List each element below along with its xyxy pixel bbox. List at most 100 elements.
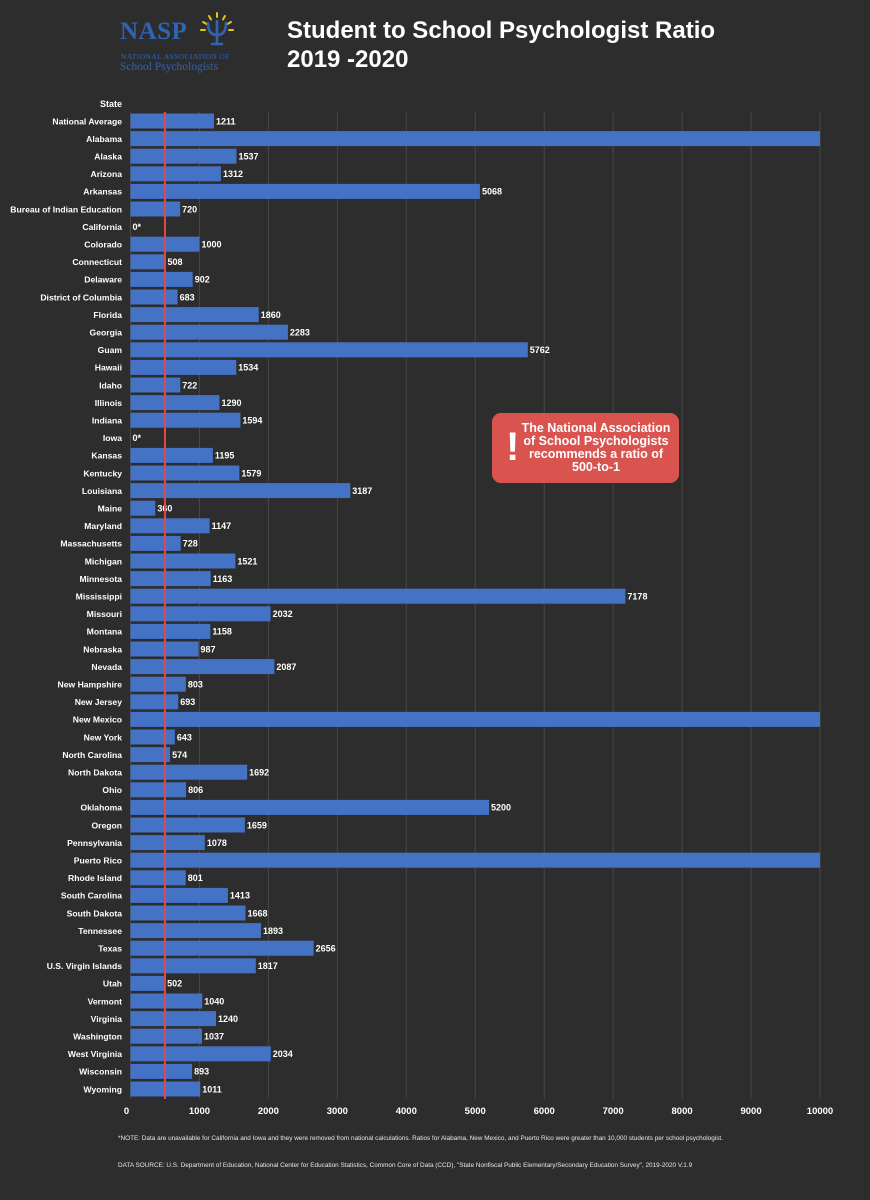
data-label: 2283 <box>290 328 310 338</box>
category-label: Illinois <box>95 398 122 408</box>
bar <box>130 412 241 428</box>
bar <box>130 447 213 463</box>
bar <box>130 342 528 358</box>
category-label: Michigan <box>85 556 122 566</box>
x-tick-label: 2000 <box>258 1106 279 1117</box>
category-label: Arkansas <box>83 187 122 197</box>
data-label: 5762 <box>530 345 550 355</box>
bar <box>130 113 214 129</box>
bar <box>130 993 203 1009</box>
data-label: 3187 <box>352 486 372 496</box>
bar <box>130 887 228 903</box>
category-label: Georgia <box>90 328 123 338</box>
logo-brand: NASP <box>120 18 188 45</box>
category-label: Utah <box>103 979 122 989</box>
bar <box>130 835 205 851</box>
data-label: 1817 <box>258 961 278 971</box>
data-label: 1312 <box>223 169 243 179</box>
bar <box>130 500 156 516</box>
data-label: 1521 <box>237 556 257 566</box>
category-label: Indiana <box>92 416 122 426</box>
bar-chart: 0 1000 2000 3000 4000 5000 6000 7000 8000 9000 100… <box>10 99 833 1117</box>
data-label: 1211 <box>216 116 236 126</box>
category-label: Minnesota <box>80 574 123 584</box>
category-label: Nevada <box>91 662 122 672</box>
category-label: District of Columbia <box>40 292 122 302</box>
data-label: 1000 <box>201 240 221 250</box>
bar <box>130 553 236 569</box>
category-label: Oklahoma <box>80 803 122 813</box>
bar <box>130 307 259 323</box>
data-label: 1290 <box>221 398 241 408</box>
bar <box>130 518 210 534</box>
psi-sunburst-icon <box>200 12 234 46</box>
chart-title-line1: Student to School Psychologist Ratio <box>287 17 716 44</box>
category-label: Delaware <box>84 275 122 285</box>
bar <box>130 324 288 340</box>
data-label: 801 <box>188 873 203 883</box>
category-label: Bureau of Indian Education <box>10 204 122 214</box>
category-label: New York <box>84 732 123 742</box>
category-label: Louisiana <box>82 486 122 496</box>
bar <box>130 923 262 939</box>
category-label: Puerto Rico <box>74 856 122 866</box>
category-label: Mississippi <box>76 592 122 602</box>
category-label: Arizona <box>90 169 122 179</box>
category-header: State <box>100 99 122 109</box>
category-label: Maine <box>98 504 123 514</box>
nasp-logo: NASP NATIONAL ASSOCIATION OF School Psyc… <box>118 12 258 82</box>
bar <box>130 659 275 675</box>
data-label: 722 <box>182 380 197 390</box>
category-label: U.S. Virgin Islands <box>47 961 123 971</box>
data-label: 1413 <box>230 891 250 901</box>
x-tick-label: 1000 <box>189 1106 210 1117</box>
bar <box>130 148 237 164</box>
data-label: 1078 <box>207 838 227 848</box>
category-label: Connecticut <box>72 257 122 267</box>
bar <box>130 623 211 639</box>
data-label: 728 <box>183 539 198 549</box>
category-label: Rhode Island <box>68 873 122 883</box>
bar <box>130 799 490 815</box>
data-label: 502 <box>167 979 182 989</box>
x-tick-label: 6000 <box>534 1106 555 1117</box>
bar <box>130 359 237 375</box>
category-label: Virginia <box>91 1014 123 1024</box>
footnote: *NOTE: Data are unavailable for Californ… <box>118 1135 723 1142</box>
x-tick-label: 4000 <box>396 1106 417 1117</box>
x-tick-label: 8000 <box>672 1106 693 1117</box>
bar <box>130 1011 216 1027</box>
recommendation-callout: ! The National Association of School Psy… <box>492 413 679 483</box>
data-source: DATA SOURCE: U.S. Department of Educatio… <box>118 1162 693 1169</box>
category-label: Guam <box>98 345 123 355</box>
category-label: Texas <box>98 944 122 954</box>
data-label: 893 <box>194 1067 209 1077</box>
category-label: California <box>82 222 122 232</box>
data-label: 693 <box>180 697 195 707</box>
logo-org-line2: School Psychologists <box>120 61 219 73</box>
x-tick-label: 0 <box>124 1106 129 1117</box>
category-label: Missouri <box>87 609 122 619</box>
bar <box>130 377 181 393</box>
bar <box>130 395 220 411</box>
chart-title-line2: 2019 -2020 <box>287 46 409 73</box>
data-label: 1579 <box>241 468 261 478</box>
category-label: Tennessee <box>78 926 122 936</box>
data-label: 1893 <box>263 926 283 936</box>
data-label: 643 <box>177 732 192 742</box>
data-label: 574 <box>172 750 187 760</box>
data-label: 1037 <box>204 1032 224 1042</box>
bar <box>130 817 245 833</box>
logo-org-line1: NATIONAL ASSOCIATION OF <box>121 52 230 61</box>
category-label: South Carolina <box>61 891 122 901</box>
category-label: Oregon <box>91 820 122 830</box>
data-label: 1011 <box>202 1084 222 1094</box>
category-label: West Virginia <box>68 1049 122 1059</box>
bar <box>130 782 187 798</box>
bar <box>130 535 181 551</box>
data-label: 987 <box>201 644 216 654</box>
data-label: 1659 <box>247 820 267 830</box>
category-label: Colorado <box>84 240 122 250</box>
data-label: 1692 <box>249 768 269 778</box>
bar <box>130 711 820 727</box>
